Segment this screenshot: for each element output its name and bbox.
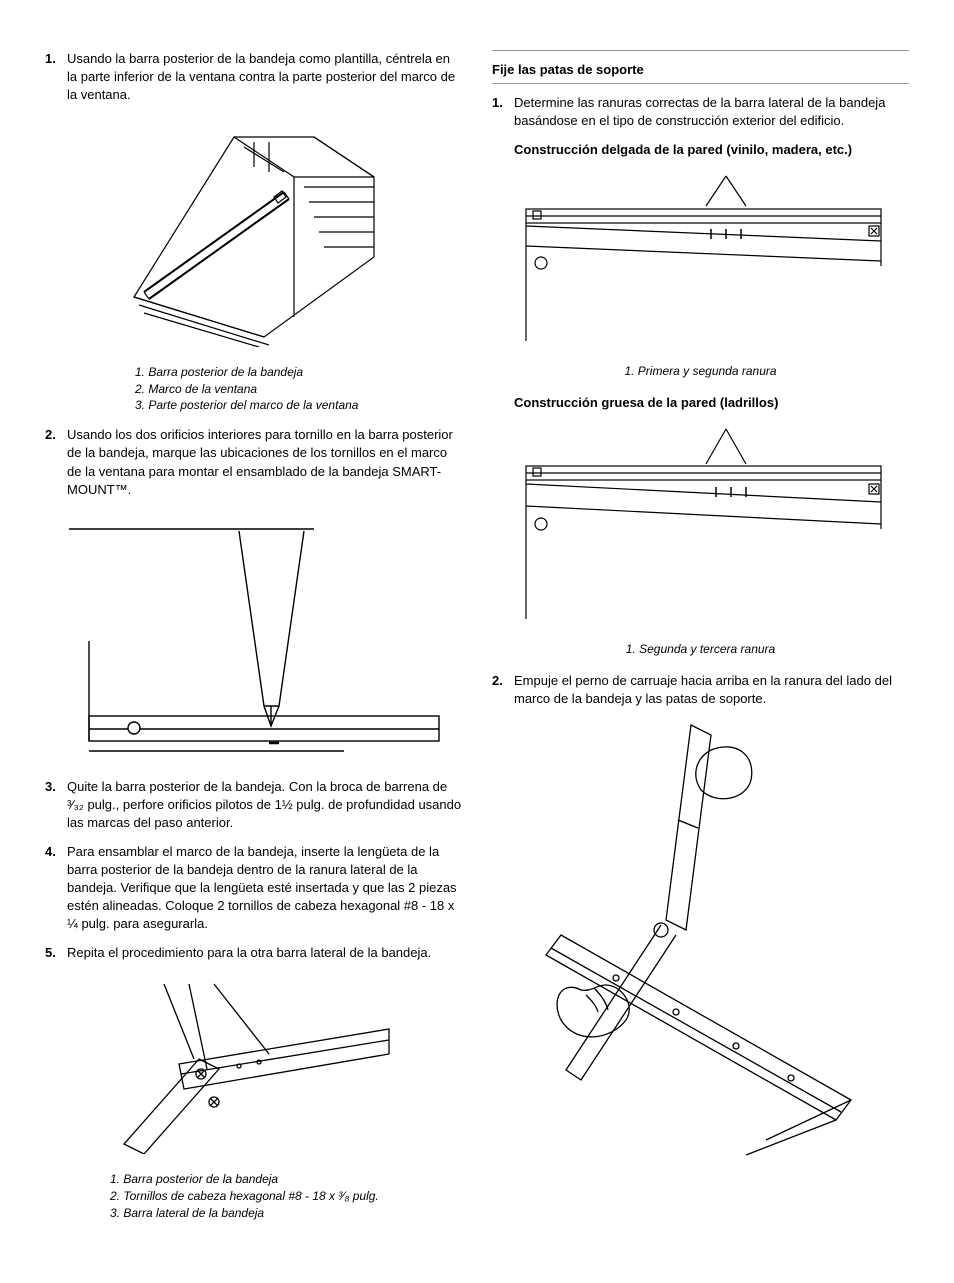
step-number: 1. [492, 94, 514, 130]
caption-line: 1. Barra posterior de la bandeja [110, 1171, 462, 1188]
thin-wall-diagram [511, 171, 891, 346]
figure-thin-wall [492, 171, 909, 351]
carriage-bolt-diagram [536, 720, 866, 1160]
figure-assembly [45, 974, 462, 1159]
pencil-mark-diagram [64, 511, 444, 761]
figure3-caption: 1. Barra posterior de la bandeja 2. Torn… [110, 1171, 462, 1221]
section-rule-top [492, 50, 909, 51]
step-text: Para ensamblar el marco de la bandeja, i… [67, 843, 462, 934]
step-text: Usando la barra posterior de la bandeja … [67, 50, 462, 105]
figure-carriage-bolt [492, 720, 909, 1165]
left-step-2: 2. Usando los dos orificios interiores p… [45, 426, 462, 499]
step-number: 4. [45, 843, 67, 934]
caption-line: 3. Barra lateral de la bandeja [110, 1205, 462, 1222]
step-text: Usando los dos orificios interiores para… [67, 426, 462, 499]
section-title: Fije las patas de soporte [492, 61, 909, 79]
thin-wall-caption: 1. Primera y segunda ranura [492, 363, 909, 380]
step-number: 5. [45, 944, 67, 962]
step-number: 2. [492, 672, 514, 708]
step-text: Quite la barra posterior de la bandeja. … [67, 778, 462, 833]
left-step-1: 1. Usando la barra posterior de la bande… [45, 50, 462, 105]
right-step-2: 2. Empuje el perno de carruaje hacia arr… [492, 672, 909, 708]
thick-wall-diagram [511, 424, 891, 624]
caption-line: 1. Barra posterior de la bandeja [135, 364, 462, 381]
figure-pencil-mark [45, 511, 462, 766]
step-number: 1. [45, 50, 67, 105]
section-rule-bottom [492, 83, 909, 84]
left-step-4: 4. Para ensamblar el marco de la bandeja… [45, 843, 462, 934]
right-step-1: 1. Determine las ranuras correctas de la… [492, 94, 909, 130]
figure-thick-wall [492, 424, 909, 629]
caption-line: 2. Marco de la ventana [135, 381, 462, 398]
subheading-thick-wall: Construcción gruesa de la pared (ladrill… [514, 394, 909, 412]
left-step-5: 5. Repita el procedimiento para la otra … [45, 944, 462, 962]
left-column: 1. Usando la barra posterior de la bande… [45, 50, 462, 1233]
subheading-thin-wall: Construcción delgada de la pared (vinilo… [514, 141, 909, 159]
left-step-3: 3. Quite la barra posterior de la bandej… [45, 778, 462, 833]
step-text: Determine las ranuras correctas de la ba… [514, 94, 909, 130]
step-text: Empuje el perno de carruaje hacia arriba… [514, 672, 909, 708]
figure-window-tray [45, 117, 462, 352]
caption-line: 2. Tornillos de cabeza hexagonal #8 - 18… [110, 1188, 462, 1205]
step-number: 3. [45, 778, 67, 833]
step-text: Repita el procedimiento para la otra bar… [67, 944, 462, 962]
caption-line: 3. Parte posterior del marco de la venta… [135, 397, 462, 414]
assembly-diagram [109, 974, 399, 1154]
thick-wall-caption: 1. Segunda y tercera ranura [492, 641, 909, 658]
window-tray-diagram [114, 117, 394, 347]
right-column: Fije las patas de soporte 1. Determine l… [492, 50, 909, 1233]
step-number: 2. [45, 426, 67, 499]
figure1-caption: 1. Barra posterior de la bandeja 2. Marc… [135, 364, 462, 414]
